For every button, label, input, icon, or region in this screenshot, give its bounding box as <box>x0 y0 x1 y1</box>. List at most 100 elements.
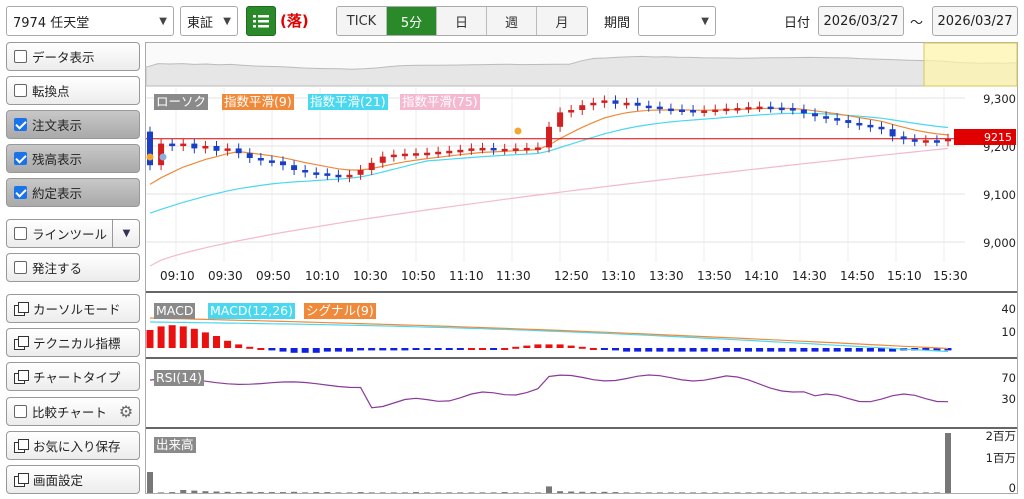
candle <box>446 150 453 154</box>
legend-macd: MACD <box>154 303 196 319</box>
chevron-down-icon: ▼ <box>701 16 709 27</box>
volume-bar <box>357 492 364 493</box>
candle <box>911 139 918 142</box>
volume-bar <box>268 492 275 493</box>
volume-bar <box>368 492 375 493</box>
market-text: 東証 <box>187 15 214 31</box>
sidebar-item-data-display[interactable]: データ表示 <box>6 42 140 71</box>
y-tick: 9,300 <box>983 92 1016 106</box>
volume-bar <box>612 492 619 493</box>
candle <box>401 153 408 157</box>
chart-frame[interactable] <box>145 42 1018 494</box>
timeframe-tabs: TICK 5分 日 週 月 <box>336 6 588 36</box>
candle <box>546 126 552 148</box>
sidebar-item-label: テクニカル指標 <box>33 336 121 351</box>
sidebar-item-save-favorite[interactable]: お気に入り保存 <box>6 431 140 460</box>
sidebar-item-compare-chart[interactable]: 比較チャート <box>6 397 140 426</box>
tab-tick[interactable]: TICK <box>337 7 387 35</box>
macd-y-tick: 10 <box>1001 325 1016 339</box>
list-icon <box>253 15 269 28</box>
candle <box>812 113 818 117</box>
macd-histogram-bar <box>623 348 631 352</box>
macd-histogram-bar <box>146 330 154 348</box>
macd-histogram-bar <box>423 348 431 350</box>
line-tool-dropdown-icon[interactable]: ▼ <box>112 219 140 248</box>
candle <box>490 147 497 151</box>
candle <box>800 109 807 114</box>
macd-histogram-bar <box>656 348 664 352</box>
volume-bar <box>501 492 508 493</box>
overview-area <box>145 55 1018 87</box>
chevron-down-icon: ▼ <box>159 16 167 27</box>
execution-marker <box>159 153 167 161</box>
market-select[interactable]: 東証 ▼ <box>180 6 238 36</box>
tab-weekly[interactable]: 週 <box>487 7 537 35</box>
candle <box>845 120 852 123</box>
x-tick: 11:30 <box>496 269 531 283</box>
macd-histogram-bar <box>190 328 198 348</box>
sidebar-item-place-order[interactable]: 発注する <box>6 253 140 282</box>
date-to-input[interactable]: 2026/03/27 <box>932 6 1018 36</box>
tab-monthly[interactable]: 月 <box>537 7 587 35</box>
macd-histogram-bar <box>878 348 885 352</box>
volume-bar <box>856 492 863 493</box>
candle <box>690 110 697 113</box>
volume-bar <box>335 492 342 493</box>
candle <box>789 108 796 111</box>
macd-histogram-bar <box>157 326 165 348</box>
sidebar-item-line-tool[interactable]: ラインツール <box>6 219 140 248</box>
period-select[interactable]: ▼ <box>638 6 716 36</box>
macd-histogram-bar <box>556 344 564 348</box>
macd-histogram-bar <box>235 344 243 348</box>
candle <box>590 102 597 106</box>
macd-histogram-bar <box>645 348 653 352</box>
x-tick: 13:10 <box>601 269 636 283</box>
sidebar-item-order-display[interactable]: 注文表示 <box>6 110 140 139</box>
sidebar-item-execution-display[interactable]: 約定表示 <box>6 178 140 207</box>
symbol-text: 7974 任天堂 <box>13 15 90 31</box>
sidebar-item-position-display[interactable]: 残高表示 <box>6 144 140 173</box>
candle <box>834 118 841 121</box>
candle <box>246 153 253 158</box>
macd-histogram-bar <box>722 348 730 352</box>
legend-ema75: 指数平滑(75) <box>400 94 480 110</box>
list-menu-button[interactable] <box>246 6 276 36</box>
gear-icon[interactable]: ⚙ <box>118 402 134 421</box>
sidebar-item-cursor-mode[interactable]: カーソルモード <box>6 294 140 323</box>
volume-bar <box>302 492 309 493</box>
candle <box>778 107 785 111</box>
volume-y-tick: 2百万 <box>985 429 1016 443</box>
volume-bar <box>767 492 774 493</box>
sidebar-item-technical-indicators[interactable]: テクニカル指標 <box>6 328 140 357</box>
checkbox-checked-icon <box>14 186 27 199</box>
sidebar-item-chart-type[interactable]: チャートタイプ <box>6 362 140 391</box>
candle <box>202 146 209 149</box>
volume-bar <box>379 492 386 493</box>
macd-histogram-bar <box>756 348 764 352</box>
candle <box>479 147 486 151</box>
macd-histogram-bar <box>767 348 775 352</box>
volume-bar <box>656 492 663 493</box>
date-from-input[interactable]: 2026/03/27 <box>818 6 904 36</box>
sidebar-item-screen-settings[interactable]: 画面設定 <box>6 465 140 494</box>
volume-bar <box>823 492 830 493</box>
macd-histogram-bar <box>711 348 719 352</box>
symbol-select[interactable]: 7974 任天堂 ▼ <box>6 6 174 36</box>
tab-daily[interactable]: 日 <box>437 7 487 35</box>
candle <box>346 174 353 178</box>
volume-bar <box>546 486 552 493</box>
x-tick: 10:30 <box>353 269 388 283</box>
x-tick: 10:10 <box>305 269 340 283</box>
macd-histogram-bar <box>368 348 376 351</box>
tab-5min[interactable]: 5分 <box>387 7 437 35</box>
macd-histogram-bar <box>301 348 309 353</box>
volume-bar <box>180 490 187 493</box>
sidebar-item-turning-point[interactable]: 転換点 <box>6 76 140 105</box>
volume-bar <box>257 492 264 493</box>
macd-histogram-bar <box>567 345 575 348</box>
macd-histogram-bar <box>523 345 531 348</box>
sidebar-item-label: チャートタイプ <box>33 370 121 385</box>
macd-histogram-bar <box>279 348 287 352</box>
volume-bar <box>424 492 431 493</box>
